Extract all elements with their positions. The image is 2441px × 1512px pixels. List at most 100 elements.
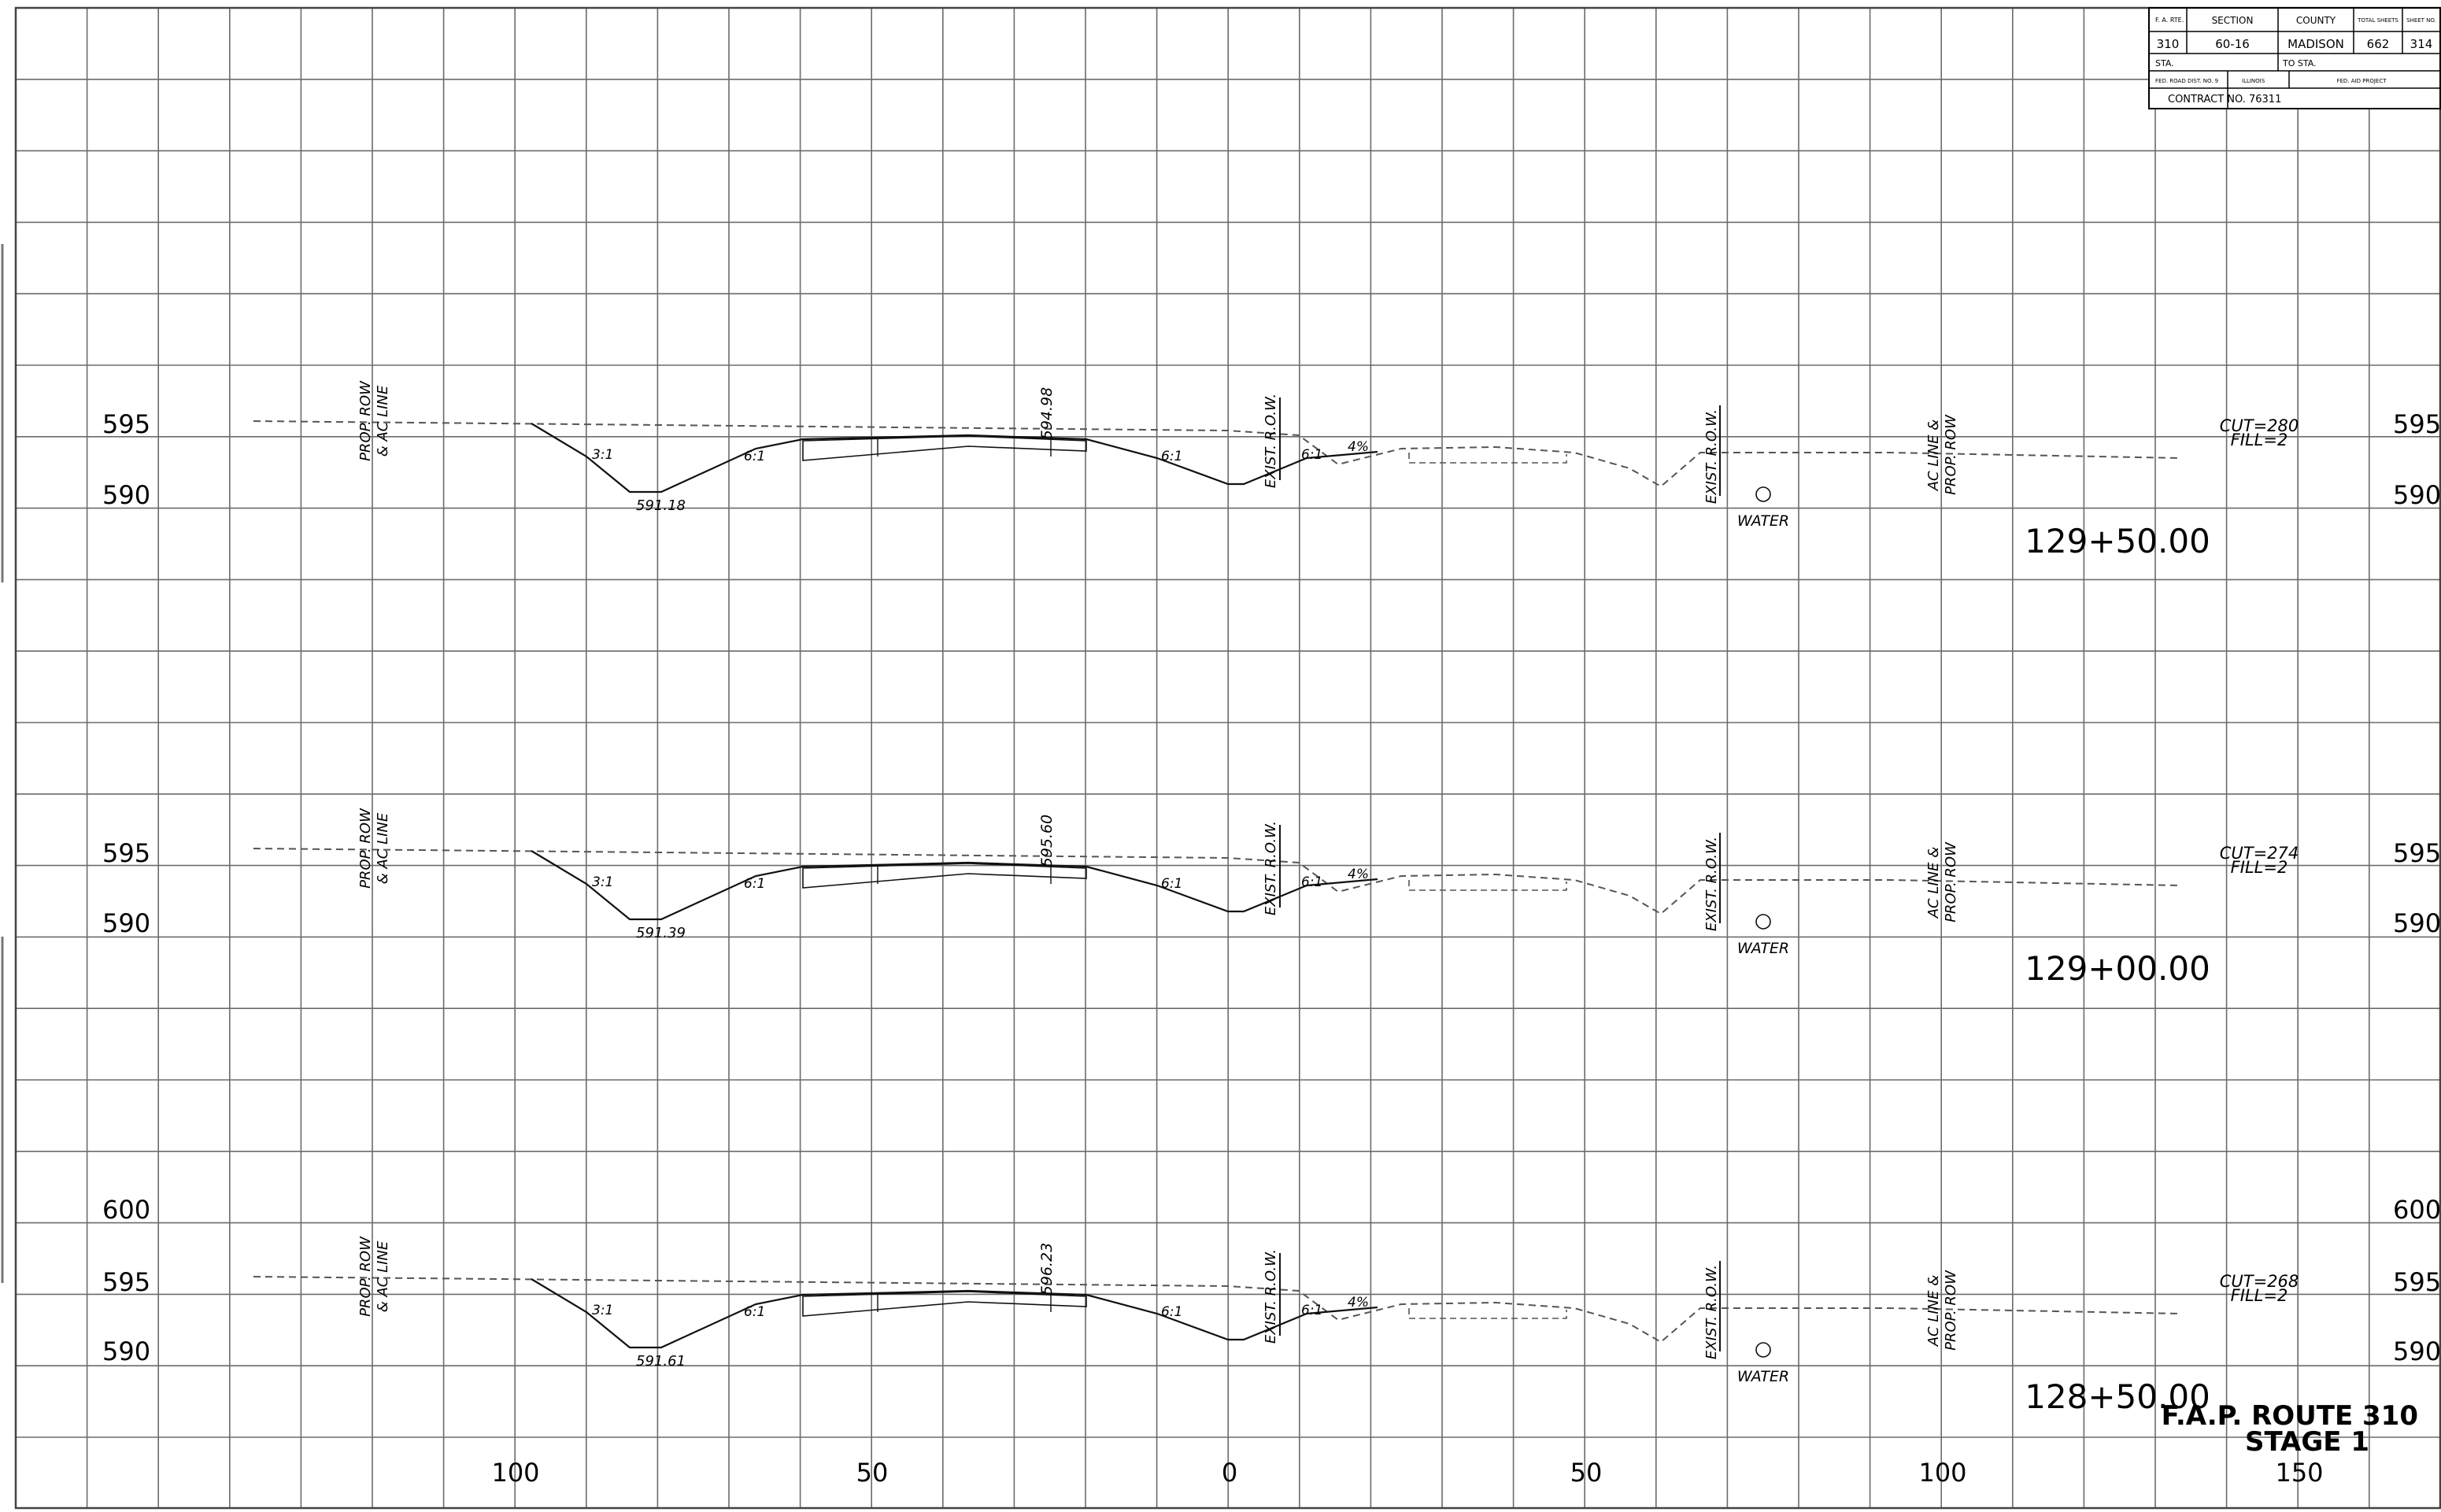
tb-header-total-sheets: TOTAL SHEETS xyxy=(2357,17,2398,24)
crown-elevation: 594.98 xyxy=(1038,387,1056,439)
tb-fed-aid-project: FED. AID PROJECT xyxy=(2336,78,2387,84)
elevation-label-right: 600 xyxy=(2393,1195,2441,1225)
route-label: F.A.P. ROUTE 310 STAGE 1 xyxy=(2162,1400,2418,1458)
slope-label: 6:1 xyxy=(1161,876,1182,892)
sheet-border xyxy=(14,6,2441,1510)
exist-row-label: EXIST. R.O.W. xyxy=(1263,1249,1279,1344)
water-label: WATER xyxy=(1737,512,1789,530)
elevation-label-right: 590 xyxy=(2393,480,2441,510)
proposed-profile xyxy=(531,1278,1378,1349)
tb-value-county: MADISON xyxy=(2288,37,2344,51)
tb-fed-road-dist: FED. ROAD DIST. NO. 9 xyxy=(2155,78,2218,84)
existing-pavement xyxy=(1408,453,1567,464)
existing-pavement xyxy=(1408,880,1567,891)
prop-row-label: PROP. ROW xyxy=(357,808,374,889)
ac-line-label: AC LINE & xyxy=(1925,1275,1942,1347)
elevation-label-right: 595 xyxy=(2393,838,2441,868)
tb-value-sheet-no: 314 xyxy=(2410,37,2433,51)
elevation-label-right: 590 xyxy=(2393,908,2441,938)
fill-label: FILL=2 xyxy=(2231,431,2288,449)
fill-label: FILL=2 xyxy=(2231,858,2288,877)
exist-row-label: EXIST. R.O.W. xyxy=(1703,837,1720,931)
slope-label: 6:1 xyxy=(744,449,765,464)
offset-tick-label: 50 xyxy=(1570,1458,1603,1488)
tb-to-sta: TO STA. xyxy=(2282,58,2317,68)
slope-label: 4% xyxy=(1348,439,1369,455)
route-stage: STAGE 1 xyxy=(2245,1426,2369,1458)
tb-header-sheet-no: SHEET NO. xyxy=(2406,17,2436,24)
slope-label: 6:1 xyxy=(1161,449,1182,464)
tb-value-section: 60-16 xyxy=(2215,37,2250,51)
crown-elevation: 595.60 xyxy=(1038,815,1056,867)
water-label: WATER xyxy=(1737,940,1789,957)
ditch-elevation: 591.39 xyxy=(636,925,686,941)
elevation-label-right: 590 xyxy=(2393,1336,2441,1366)
slope-label: 6:1 xyxy=(744,876,765,892)
proposed-profile xyxy=(531,423,1378,494)
tb-header-county: COUNTY xyxy=(2296,15,2336,26)
crown-elevation: 596.23 xyxy=(1038,1243,1056,1295)
slope-label: 3:1 xyxy=(592,447,613,463)
fill-label: FILL=2 xyxy=(2231,1286,2288,1305)
slope-label: 4% xyxy=(1348,867,1369,882)
station-label: 128+50.00 xyxy=(2025,1377,2210,1416)
slope-label: 6:1 xyxy=(1301,1303,1322,1318)
water-symbol xyxy=(1755,1342,1771,1358)
slope-label: 4% xyxy=(1348,1295,1369,1311)
elevation-label-left: 595 xyxy=(102,1267,150,1297)
existing-ground-line xyxy=(253,848,2181,915)
proposed-profile xyxy=(531,850,1378,921)
elevation-label-left: 590 xyxy=(102,908,150,938)
elevation-label-left: 595 xyxy=(102,409,150,439)
offset-tick-label: 50 xyxy=(856,1458,889,1488)
prop-row-label: & AC LINE xyxy=(375,1240,391,1312)
slope-label: 6:1 xyxy=(744,1304,765,1320)
exist-row-label: EXIST. R.O.W. xyxy=(1703,409,1720,504)
cut-label: CUT=274 xyxy=(2220,844,2299,863)
existing-ground-line xyxy=(253,1276,2181,1344)
water-symbol xyxy=(1755,486,1771,502)
exist-row-label: EXIST. R.O.W. xyxy=(1703,1265,1720,1359)
offset-tick-label: 100 xyxy=(1918,1458,1966,1488)
pavement-outline xyxy=(802,1291,1087,1317)
ac-line-label: PROP. ROW xyxy=(1943,414,1959,495)
elevation-label-left: 595 xyxy=(102,838,150,868)
water-symbol xyxy=(1755,914,1771,930)
prop-row-label: PROP. ROW xyxy=(357,380,374,461)
offset-tick-label: 150 xyxy=(2275,1458,2323,1488)
pavement-outline xyxy=(802,863,1087,889)
tb-value-total-sheets: 662 xyxy=(2367,37,2390,51)
pavement-outline xyxy=(802,435,1087,461)
slope-label: 6:1 xyxy=(1161,1304,1182,1320)
cut-label: CUT=280 xyxy=(2220,416,2299,435)
tb-value-rte: 310 xyxy=(2157,37,2180,51)
tb-header-section: SECTION xyxy=(2212,15,2254,26)
grid xyxy=(14,6,2441,1510)
route-title: F.A.P. ROUTE 310 xyxy=(2162,1400,2418,1432)
ac-line-label: AC LINE & xyxy=(1925,420,1942,492)
tb-contract: CONTRACT NO. 76311 xyxy=(2168,94,2281,105)
slope-label: 3:1 xyxy=(592,1303,613,1318)
station-label: 129+00.00 xyxy=(2025,949,2210,988)
existing-ground-line xyxy=(253,420,2181,488)
offset-axis: 100 50 0 50 100 150 xyxy=(491,1458,2323,1488)
ac-line-label: PROP. ROW xyxy=(1943,1270,1959,1351)
cut-label: CUT=268 xyxy=(2220,1272,2299,1291)
tb-header-rte: F. A. RTE. xyxy=(2155,17,2184,24)
slope-label: 3:1 xyxy=(592,874,613,890)
prop-row-label: PROP. ROW xyxy=(357,1236,374,1317)
elevation-label-left: 590 xyxy=(102,480,150,510)
ditch-elevation: 591.61 xyxy=(636,1353,686,1370)
station-label: 129+50.00 xyxy=(2025,522,2210,560)
elevation-label-right: 595 xyxy=(2393,409,2441,439)
ditch-elevation: 591.18 xyxy=(636,497,686,514)
exist-row-label: EXIST. R.O.W. xyxy=(1263,821,1279,915)
water-label: WATER xyxy=(1737,1368,1789,1385)
offset-tick-label: 0 xyxy=(1222,1458,1237,1488)
tb-sta: STA. xyxy=(2155,58,2174,68)
